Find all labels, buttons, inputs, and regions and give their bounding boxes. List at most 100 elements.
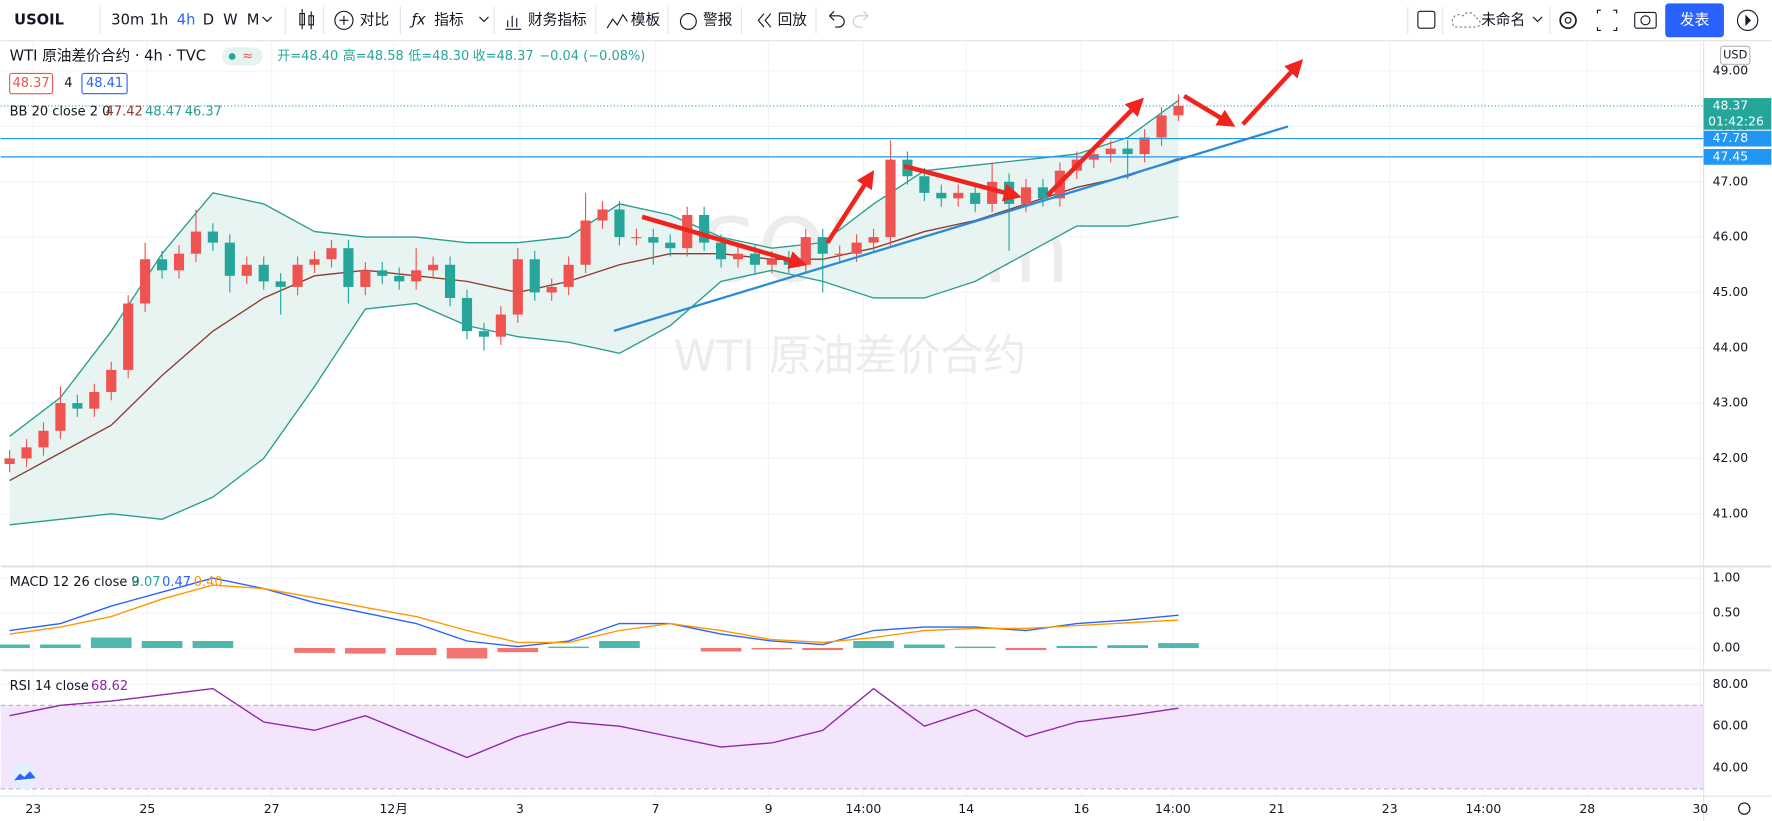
histogram-bar: [90, 637, 132, 649]
y-tick-label: 44.00: [1713, 339, 1749, 354]
candle-body: [631, 237, 642, 239]
chart-type-icon[interactable]: [299, 9, 315, 30]
financials[interactable]: 财务指标: [528, 11, 587, 28]
candle-body: [72, 403, 83, 409]
x-tick-label: 14: [958, 801, 974, 816]
financials-icon[interactable]: [505, 15, 522, 30]
arrow[interactable]: [1182, 94, 1236, 127]
y-tick-label: 45.00: [1713, 284, 1749, 299]
histogram-bar: [446, 648, 488, 659]
candle-body: [936, 192, 947, 199]
dropdown-icon[interactable]: [1532, 16, 1543, 23]
panel-toggle[interactable]: [1745, 14, 1752, 26]
x-tick-label: 14:00: [1466, 801, 1502, 816]
countdown: 01:42:26: [1708, 113, 1764, 128]
candle-body: [55, 403, 66, 431]
candle-body: [478, 331, 490, 337]
candle-body: [190, 231, 202, 254]
templates-icon[interactable]: [606, 13, 628, 29]
arrow[interactable]: [903, 163, 1022, 202]
candle-body: [207, 231, 218, 243]
redo[interactable]: [852, 10, 869, 28]
interval[interactable]: 30m: [111, 11, 144, 28]
dropdown-icon[interactable]: [262, 16, 273, 23]
candle-body: [394, 275, 405, 282]
indicators[interactable]: 指标: [434, 11, 464, 28]
currency[interactable]: USD: [1723, 48, 1747, 61]
currency-box[interactable]: [1719, 45, 1751, 65]
trend-line[interactable]: [613, 125, 1289, 332]
buy-box[interactable]: [81, 72, 128, 95]
compare-icon[interactable]: [339, 15, 349, 25]
y-tick-label: 40.00: [1713, 759, 1749, 774]
candle-body: [546, 286, 557, 293]
candle-body: [563, 264, 574, 287]
histogram-bar: [802, 648, 844, 651]
dropdown-icon[interactable]: [479, 16, 489, 23]
publish-button[interactable]: [1665, 3, 1724, 38]
change: −0.04 (−0.08%): [539, 49, 645, 64]
histogram-bar: [192, 641, 234, 649]
snapshot-icon[interactable]: [1634, 11, 1657, 29]
buy-price[interactable]: 48.41: [86, 76, 123, 91]
candle-body: [428, 264, 439, 271]
settings-icon[interactable]: [1564, 16, 1572, 24]
publish[interactable]: 发表: [1680, 11, 1710, 28]
ohlc-close: 收=48.37: [473, 49, 534, 64]
candle-body: [851, 242, 862, 254]
arrow[interactable]: [1045, 97, 1145, 197]
alert[interactable]: 警报: [703, 11, 733, 28]
histogram-bar: [141, 641, 183, 649]
candle-body: [732, 253, 744, 260]
interval[interactable]: D: [203, 11, 214, 28]
y-tick-label: 46.00: [1713, 229, 1749, 244]
candle-body: [21, 447, 32, 459]
candle-body: [512, 259, 523, 315]
indicator-value: 0.47: [162, 575, 191, 590]
cloud-icon[interactable]: [1451, 12, 1481, 28]
indicator-name: RSI 14 close: [10, 679, 89, 694]
interval[interactable]: 4h: [177, 11, 196, 28]
replay-icon[interactable]: [757, 13, 772, 28]
indicator-line: [9, 687, 1179, 759]
indicator-value: 47.42: [106, 104, 143, 119]
templates[interactable]: 模板: [631, 10, 661, 28]
candle-body: [529, 259, 540, 293]
compare[interactable]: 对比: [360, 11, 389, 28]
snapshot-icon[interactable]: [1640, 15, 1651, 26]
y-tick-label: 47.00: [1713, 173, 1749, 188]
alert-icon[interactable]: [679, 12, 697, 30]
compare-icon[interactable]: [334, 10, 354, 30]
arrow[interactable]: [1241, 59, 1304, 126]
arrow[interactable]: [641, 214, 808, 269]
layout-name[interactable]: 未命名: [1481, 10, 1525, 28]
sell-box[interactable]: [9, 72, 54, 95]
x-tick-label: 14:00: [1155, 801, 1191, 816]
candle-body: [766, 259, 777, 265]
y-tick-label: 60.00: [1713, 718, 1749, 733]
fullscreen-icon[interactable]: [1596, 9, 1618, 32]
fx-icon[interactable]: ƒx: [409, 11, 426, 28]
interval[interactable]: W: [223, 11, 238, 28]
x-tick-label: 14:00: [846, 801, 882, 816]
drawings: [613, 59, 1304, 332]
interval[interactable]: M: [247, 11, 260, 28]
logo[interactable]: [10, 762, 38, 790]
replay[interactable]: 回放: [778, 11, 808, 28]
undo[interactable]: [829, 10, 845, 28]
candle-body: [258, 264, 269, 282]
candle-body: [1173, 105, 1184, 116]
symbol[interactable]: USOIL: [14, 11, 64, 28]
candle-body: [156, 259, 168, 271]
panel-toggle[interactable]: [1736, 9, 1759, 32]
candle-body: [817, 237, 828, 254]
fullscreen-select[interactable]: [1417, 10, 1436, 29]
interval[interactable]: 1h: [150, 11, 169, 28]
settings-icon[interactable]: [1738, 802, 1751, 815]
logo[interactable]: [14, 771, 36, 781]
sell-price[interactable]: 48.37: [13, 76, 50, 91]
indicator-value: 0.40: [194, 575, 223, 590]
settings-icon[interactable]: [1559, 11, 1577, 30]
arrow[interactable]: [825, 170, 875, 245]
